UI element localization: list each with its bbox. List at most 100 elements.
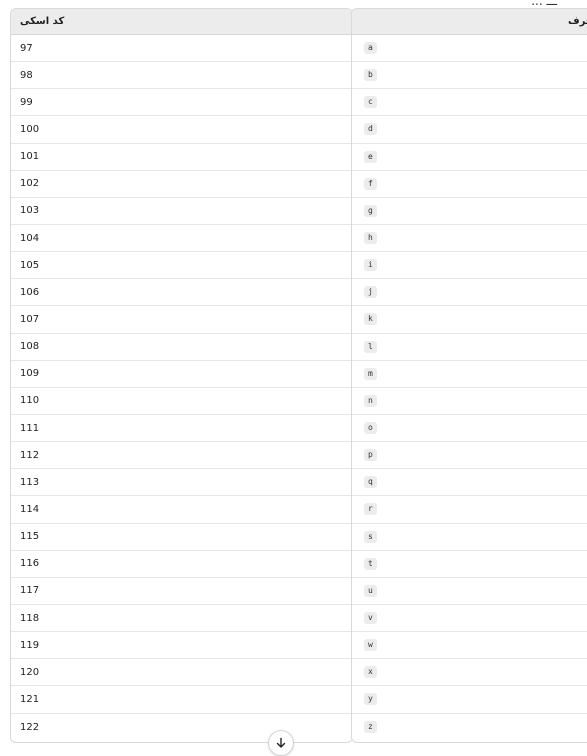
table-row: 98 bbox=[11, 62, 352, 90]
letter-cell: q bbox=[364, 476, 377, 489]
ascii-code-cell: 110 bbox=[20, 395, 40, 407]
table-row: 118 bbox=[11, 605, 352, 633]
ascii-code-column: کد اسکی 97 98 99 100 101 102 103 104 105 106 107 10… bbox=[10, 8, 353, 743]
table-row: 122 bbox=[11, 714, 352, 741]
ascii-code-cell: 97 bbox=[20, 42, 33, 54]
table-row: 102 bbox=[11, 171, 352, 198]
letter-cell: v bbox=[364, 612, 377, 625]
table-row: a bbox=[352, 35, 587, 63]
table-row: 107 bbox=[11, 306, 352, 334]
letter-list: a b c d e f g h i j k l m n o p q r s t u v w x y z bbox=[352, 35, 587, 741]
table-row: 119 bbox=[11, 632, 352, 660]
letter-cell: c bbox=[364, 96, 377, 109]
ascii-code-cell: 104 bbox=[20, 232, 40, 244]
letter-cell: z bbox=[364, 721, 377, 734]
ascii-code-cell: 98 bbox=[20, 69, 33, 81]
table-row: 109 bbox=[11, 361, 352, 388]
table-row: 105 bbox=[11, 252, 352, 280]
table-row: 117 bbox=[11, 578, 352, 605]
ascii-code-cell: 102 bbox=[20, 178, 40, 190]
table-row: k bbox=[352, 306, 587, 334]
letter-cell: s bbox=[364, 530, 377, 543]
table-row: 101 bbox=[11, 144, 352, 171]
ascii-code-cell: 105 bbox=[20, 259, 40, 271]
table-row: 99 bbox=[11, 89, 352, 117]
table-row: f bbox=[352, 171, 587, 198]
table-row: 121 bbox=[11, 686, 352, 714]
table-row: 103 bbox=[11, 198, 352, 225]
ascii-code-cell: 120 bbox=[20, 666, 40, 678]
table-row: 116 bbox=[11, 551, 352, 578]
table-row: 114 bbox=[11, 496, 352, 524]
arrow-down-icon bbox=[276, 737, 286, 748]
letter-cell: e bbox=[364, 150, 377, 163]
letter-cell: p bbox=[364, 449, 377, 462]
ascii-code-cell: 115 bbox=[20, 531, 40, 543]
table-row: x bbox=[352, 659, 587, 687]
ascii-code-cell: 121 bbox=[20, 693, 40, 705]
ascii-code-cell: 103 bbox=[20, 205, 40, 217]
ascii-code-cell: 113 bbox=[20, 476, 40, 488]
ascii-code-header: کد اسکی bbox=[11, 9, 352, 35]
table-row: e bbox=[352, 144, 587, 171]
table-row: 112 bbox=[11, 442, 352, 470]
top-text-fragment: ـــ ... bbox=[531, 0, 557, 8]
letter-cell: y bbox=[364, 693, 377, 706]
table-row: 106 bbox=[11, 279, 352, 307]
letter-cell: u bbox=[364, 584, 377, 597]
table-row: 104 bbox=[11, 225, 352, 253]
table-row: t bbox=[352, 551, 587, 578]
ascii-code-cell: 108 bbox=[20, 341, 40, 353]
ascii-code-cell: 101 bbox=[20, 151, 40, 163]
letter-cell: m bbox=[364, 367, 377, 380]
table-row: d bbox=[352, 116, 587, 144]
table-row: 97 bbox=[11, 35, 352, 63]
table-row: o bbox=[352, 415, 587, 443]
table-row: q bbox=[352, 469, 587, 497]
ascii-code-cell: 107 bbox=[20, 313, 40, 325]
table-row: j bbox=[352, 279, 587, 307]
ascii-code-header-label: کد اسکی bbox=[20, 16, 65, 27]
letter-cell: k bbox=[364, 313, 377, 326]
table-row: 100 bbox=[11, 116, 352, 144]
letter-cell: j bbox=[364, 286, 377, 299]
letter-cell: n bbox=[364, 394, 377, 407]
table-row: 111 bbox=[11, 415, 352, 443]
letter-column: حرف a b c d e f g h i j k l m n o p q r s t u v w x y z bbox=[351, 8, 587, 743]
ascii-code-cell: 122 bbox=[20, 721, 40, 733]
ascii-code-cell: 118 bbox=[20, 612, 40, 624]
letter-cell: i bbox=[364, 259, 377, 272]
letter-cell: a bbox=[364, 42, 377, 55]
letter-cell: w bbox=[364, 639, 377, 652]
letter-cell: f bbox=[364, 177, 377, 190]
table-row: 110 bbox=[11, 388, 352, 415]
table-row: z bbox=[352, 714, 587, 741]
table-row: g bbox=[352, 198, 587, 225]
table-row: l bbox=[352, 334, 587, 361]
ascii-code-cell: 106 bbox=[20, 286, 40, 298]
table-row: r bbox=[352, 496, 587, 524]
table-row: 115 bbox=[11, 524, 352, 551]
table-row: v bbox=[352, 605, 587, 633]
letter-cell: x bbox=[364, 666, 377, 679]
table-row: u bbox=[352, 578, 587, 605]
table-row: w bbox=[352, 632, 587, 660]
letter-header-label: حرف bbox=[567, 16, 587, 27]
ascii-code-list: 97 98 99 100 101 102 103 104 105 106 107 108 109 110 1… bbox=[11, 35, 352, 741]
ascii-code-cell: 109 bbox=[20, 368, 40, 380]
letter-cell: t bbox=[364, 557, 377, 570]
letter-cell: r bbox=[364, 503, 377, 516]
ascii-code-cell: 99 bbox=[20, 96, 33, 108]
table-row: c bbox=[352, 89, 587, 117]
ascii-code-cell: 119 bbox=[20, 639, 40, 651]
scroll-down-button[interactable] bbox=[268, 730, 294, 756]
letter-cell: b bbox=[364, 69, 377, 82]
table-row: y bbox=[352, 686, 587, 714]
table-row: m bbox=[352, 361, 587, 388]
table-row: 108 bbox=[11, 334, 352, 361]
ascii-code-cell: 117 bbox=[20, 585, 40, 597]
table-row: 120 bbox=[11, 659, 352, 687]
letter-cell: h bbox=[364, 232, 377, 245]
letter-cell: g bbox=[364, 204, 377, 217]
table-row: 113 bbox=[11, 469, 352, 497]
